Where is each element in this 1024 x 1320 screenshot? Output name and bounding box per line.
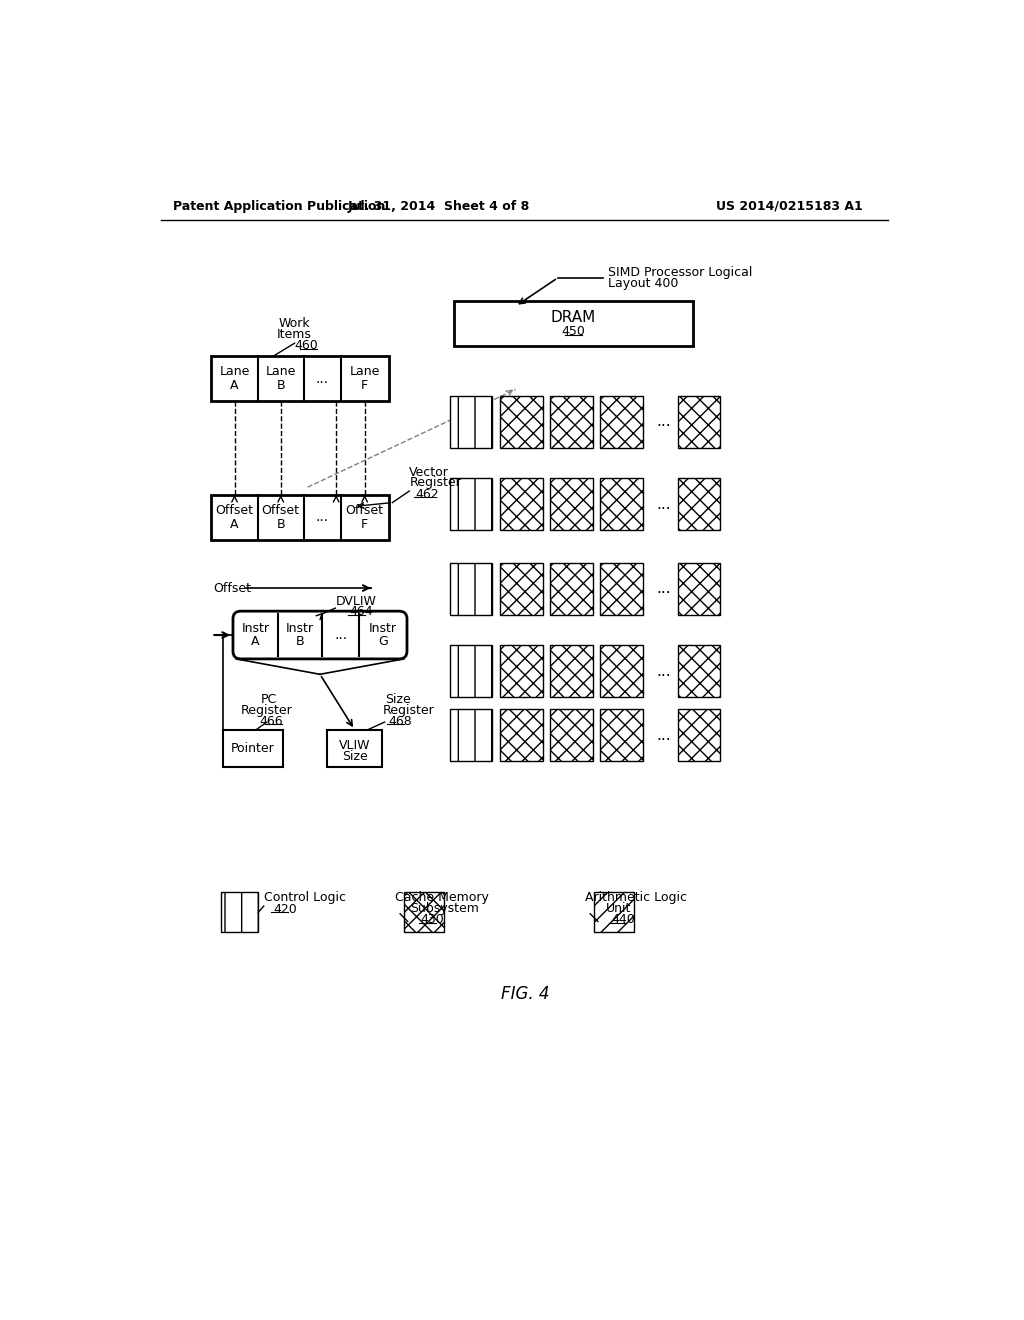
Text: PC: PC <box>261 693 278 706</box>
Bar <box>451 645 493 697</box>
Text: F: F <box>361 379 369 392</box>
Bar <box>600 396 643 447</box>
Bar <box>678 645 720 697</box>
Bar <box>500 645 543 697</box>
Text: A: A <box>230 379 239 392</box>
Text: 450: 450 <box>561 325 586 338</box>
Text: Unit: Unit <box>605 902 631 915</box>
Text: B: B <box>276 517 285 531</box>
Text: Offset: Offset <box>262 504 300 517</box>
Text: Lane: Lane <box>265 366 296 379</box>
Text: Jul. 31, 2014  Sheet 4 of 8: Jul. 31, 2014 Sheet 4 of 8 <box>347 199 529 213</box>
Text: Size: Size <box>342 750 368 763</box>
Text: 462: 462 <box>416 487 439 500</box>
Text: Offset: Offset <box>215 504 254 517</box>
Text: ...: ... <box>334 628 347 642</box>
Text: Cache Memory: Cache Memory <box>394 891 488 904</box>
Text: Work: Work <box>279 317 310 330</box>
Text: B: B <box>296 635 304 648</box>
Bar <box>451 478 493 531</box>
Text: Instr: Instr <box>369 622 397 635</box>
Text: ...: ... <box>315 511 329 524</box>
Bar <box>500 562 543 615</box>
Bar <box>678 709 720 762</box>
Text: Instr: Instr <box>242 622 269 635</box>
Text: Pointer: Pointer <box>231 742 274 755</box>
Text: Instr: Instr <box>286 622 314 635</box>
Text: B: B <box>276 379 285 392</box>
Text: ...: ... <box>656 496 671 512</box>
Text: Arithmetic Logic: Arithmetic Logic <box>585 891 687 904</box>
Text: Items: Items <box>278 329 312 342</box>
Text: 466: 466 <box>260 714 284 727</box>
Text: SIMD Processor Logical: SIMD Processor Logical <box>608 265 753 279</box>
Text: Offset: Offset <box>346 504 384 517</box>
Bar <box>678 562 720 615</box>
Bar <box>550 562 593 615</box>
Text: 420: 420 <box>273 903 297 916</box>
Text: Layout 400: Layout 400 <box>608 277 678 290</box>
Text: Offset: Offset <box>214 582 252 594</box>
Bar <box>600 562 643 615</box>
Text: 464: 464 <box>349 606 373 619</box>
Bar <box>451 562 493 615</box>
FancyBboxPatch shape <box>233 611 407 659</box>
Text: ...: ... <box>656 581 671 597</box>
Text: ...: ... <box>315 372 329 385</box>
Text: A: A <box>230 517 239 531</box>
Text: Control Logic: Control Logic <box>264 891 346 904</box>
Text: ...: ... <box>656 664 671 678</box>
Bar <box>550 478 593 531</box>
Text: Patent Application Publication: Patent Application Publication <box>173 199 385 213</box>
Bar <box>600 645 643 697</box>
Text: A: A <box>251 635 259 648</box>
Text: VLIW: VLIW <box>339 739 371 751</box>
Bar <box>678 396 720 447</box>
Bar <box>678 478 720 531</box>
Text: Register: Register <box>241 704 293 717</box>
Bar <box>221 892 258 932</box>
Bar <box>454 301 692 346</box>
Text: Vector: Vector <box>410 466 450 479</box>
Text: US 2014/0215183 A1: US 2014/0215183 A1 <box>716 199 862 213</box>
Text: Size: Size <box>385 693 411 706</box>
Bar <box>223 730 283 767</box>
Text: 430: 430 <box>421 913 444 927</box>
Text: ...: ... <box>656 727 671 743</box>
Bar <box>500 478 543 531</box>
Bar <box>211 356 388 401</box>
Text: ...: ... <box>656 414 671 429</box>
Text: 468: 468 <box>388 714 413 727</box>
Bar <box>211 495 388 540</box>
Bar <box>550 396 593 447</box>
Text: Lane: Lane <box>349 366 380 379</box>
Text: 460: 460 <box>294 339 318 352</box>
Bar <box>451 709 493 762</box>
Bar <box>600 478 643 531</box>
Text: F: F <box>361 517 369 531</box>
Text: Register: Register <box>410 477 461 490</box>
Bar <box>550 645 593 697</box>
Text: 440: 440 <box>611 913 635 927</box>
Text: Register: Register <box>383 704 435 717</box>
Text: DRAM: DRAM <box>551 310 596 325</box>
Text: FIG. 4: FIG. 4 <box>501 985 549 1003</box>
Bar <box>451 396 493 447</box>
Text: G: G <box>378 635 388 648</box>
Bar <box>327 730 382 767</box>
Bar <box>500 709 543 762</box>
Text: DVLIW: DVLIW <box>336 595 376 609</box>
Bar <box>594 892 634 932</box>
Bar <box>500 396 543 447</box>
Text: Subsystem: Subsystem <box>410 902 479 915</box>
Bar <box>403 892 444 932</box>
Bar <box>600 709 643 762</box>
Text: Lane: Lane <box>219 366 250 379</box>
Bar <box>550 709 593 762</box>
